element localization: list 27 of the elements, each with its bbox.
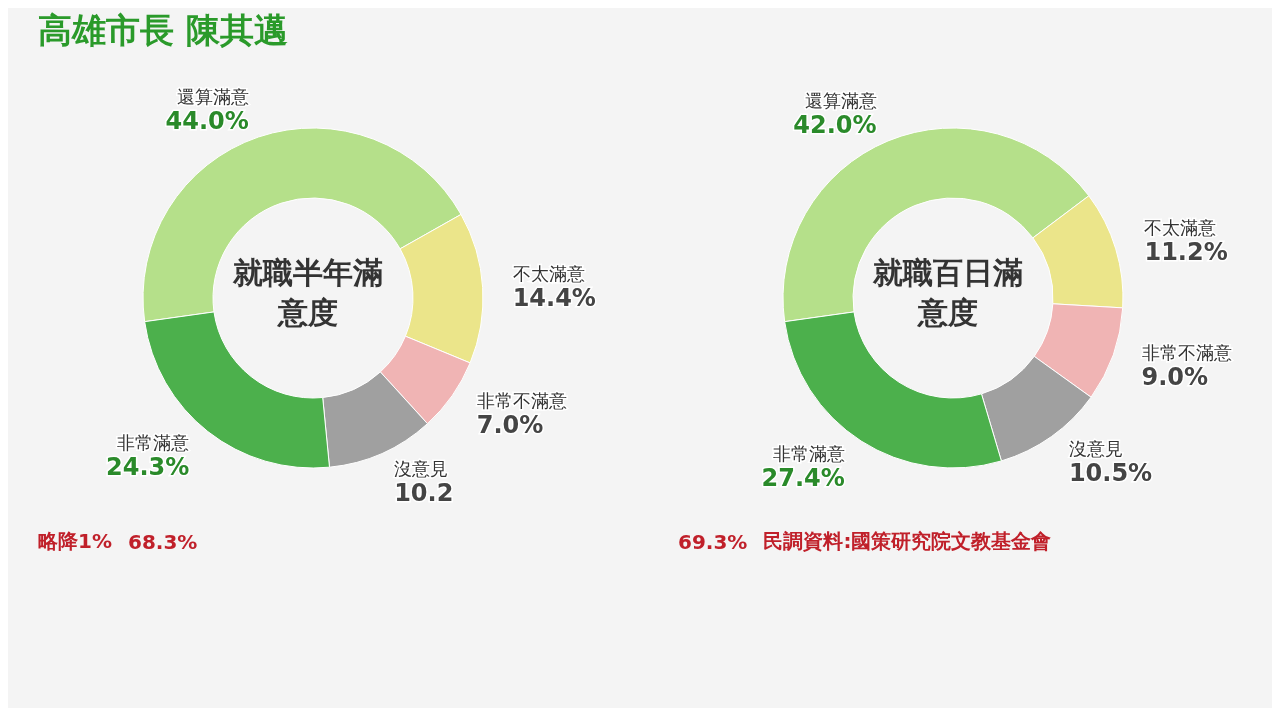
slice-label: 沒意見: [394, 457, 449, 479]
slice-label: 還算滿意: [804, 90, 877, 112]
data-label: 10.2: [394, 478, 454, 507]
slice-label: 非常滿意: [117, 432, 190, 454]
text: 略降1%: [38, 528, 112, 555]
data-label: 7.0%: [476, 410, 544, 439]
text: 就職百日滿意度: [872, 254, 1024, 332]
data-label: 42.0%: [793, 111, 877, 140]
slice-label: 沒意見: [1068, 437, 1123, 459]
text: 就職半年滿意度: [232, 254, 384, 332]
data-label: 9.0%: [1141, 362, 1209, 391]
text: 68.3%: [127, 529, 198, 554]
slice-label: 不太滿意: [1144, 217, 1217, 239]
data-label: 24.3%: [106, 453, 190, 482]
chart-title: 高雄市長 陳其邁: [37, 9, 289, 52]
slice-label: 非常滿意: [772, 443, 845, 465]
slice-label: 還算滿意: [176, 85, 249, 107]
data-label: 11.2%: [1144, 238, 1228, 267]
data-label: 27.4%: [761, 464, 845, 493]
data-label: 10.5%: [1068, 458, 1153, 487]
slice-label: 非常不滿意: [1141, 341, 1232, 363]
slice-label: 不太滿意: [512, 262, 585, 284]
text: 69.3%: [678, 529, 748, 554]
data-label: 44.0%: [165, 106, 249, 135]
slice-label: 非常不滿意: [476, 389, 567, 411]
text: 民調資料:國策研究院文教基金會: [763, 528, 1052, 555]
data-label: 14.4%: [512, 283, 596, 312]
